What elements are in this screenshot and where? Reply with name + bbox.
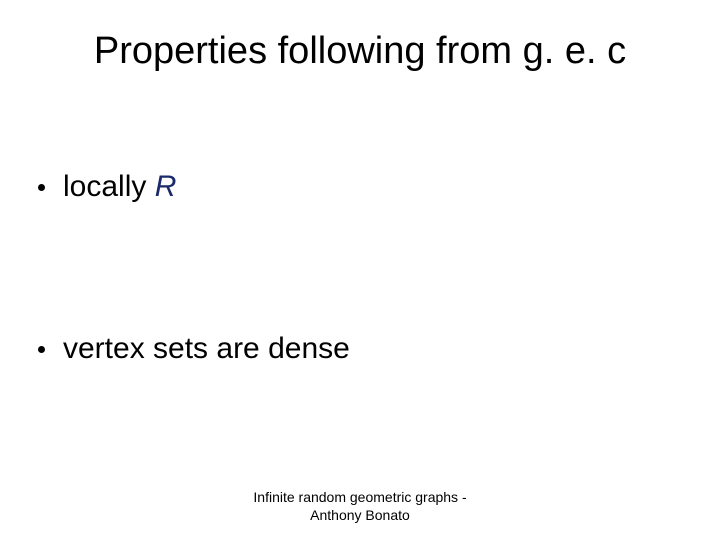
bullet-item: locally R	[38, 170, 350, 204]
bullet-marker-icon	[38, 346, 45, 353]
footer-line: Infinite random geometric graphs -	[0, 489, 720, 507]
slide-footer: Infinite random geometric graphs - Antho…	[0, 489, 720, 524]
bullet-text: locally R	[63, 170, 176, 204]
slide-title: Properties following from g. e. c	[0, 30, 720, 73]
slide: Properties following from g. e. c locall…	[0, 0, 720, 540]
bullet-prefix: vertex sets are dense	[63, 332, 350, 365]
bullet-text: vertex sets are dense	[63, 332, 350, 366]
bullet-prefix: locally	[63, 170, 155, 203]
bullet-item: vertex sets are dense	[38, 332, 350, 366]
bullet-marker-icon	[38, 184, 45, 191]
bullet-list: locally R vertex sets are dense	[38, 170, 350, 366]
bullet-emph: R	[155, 170, 177, 203]
footer-line: Anthony Bonato	[0, 507, 720, 525]
